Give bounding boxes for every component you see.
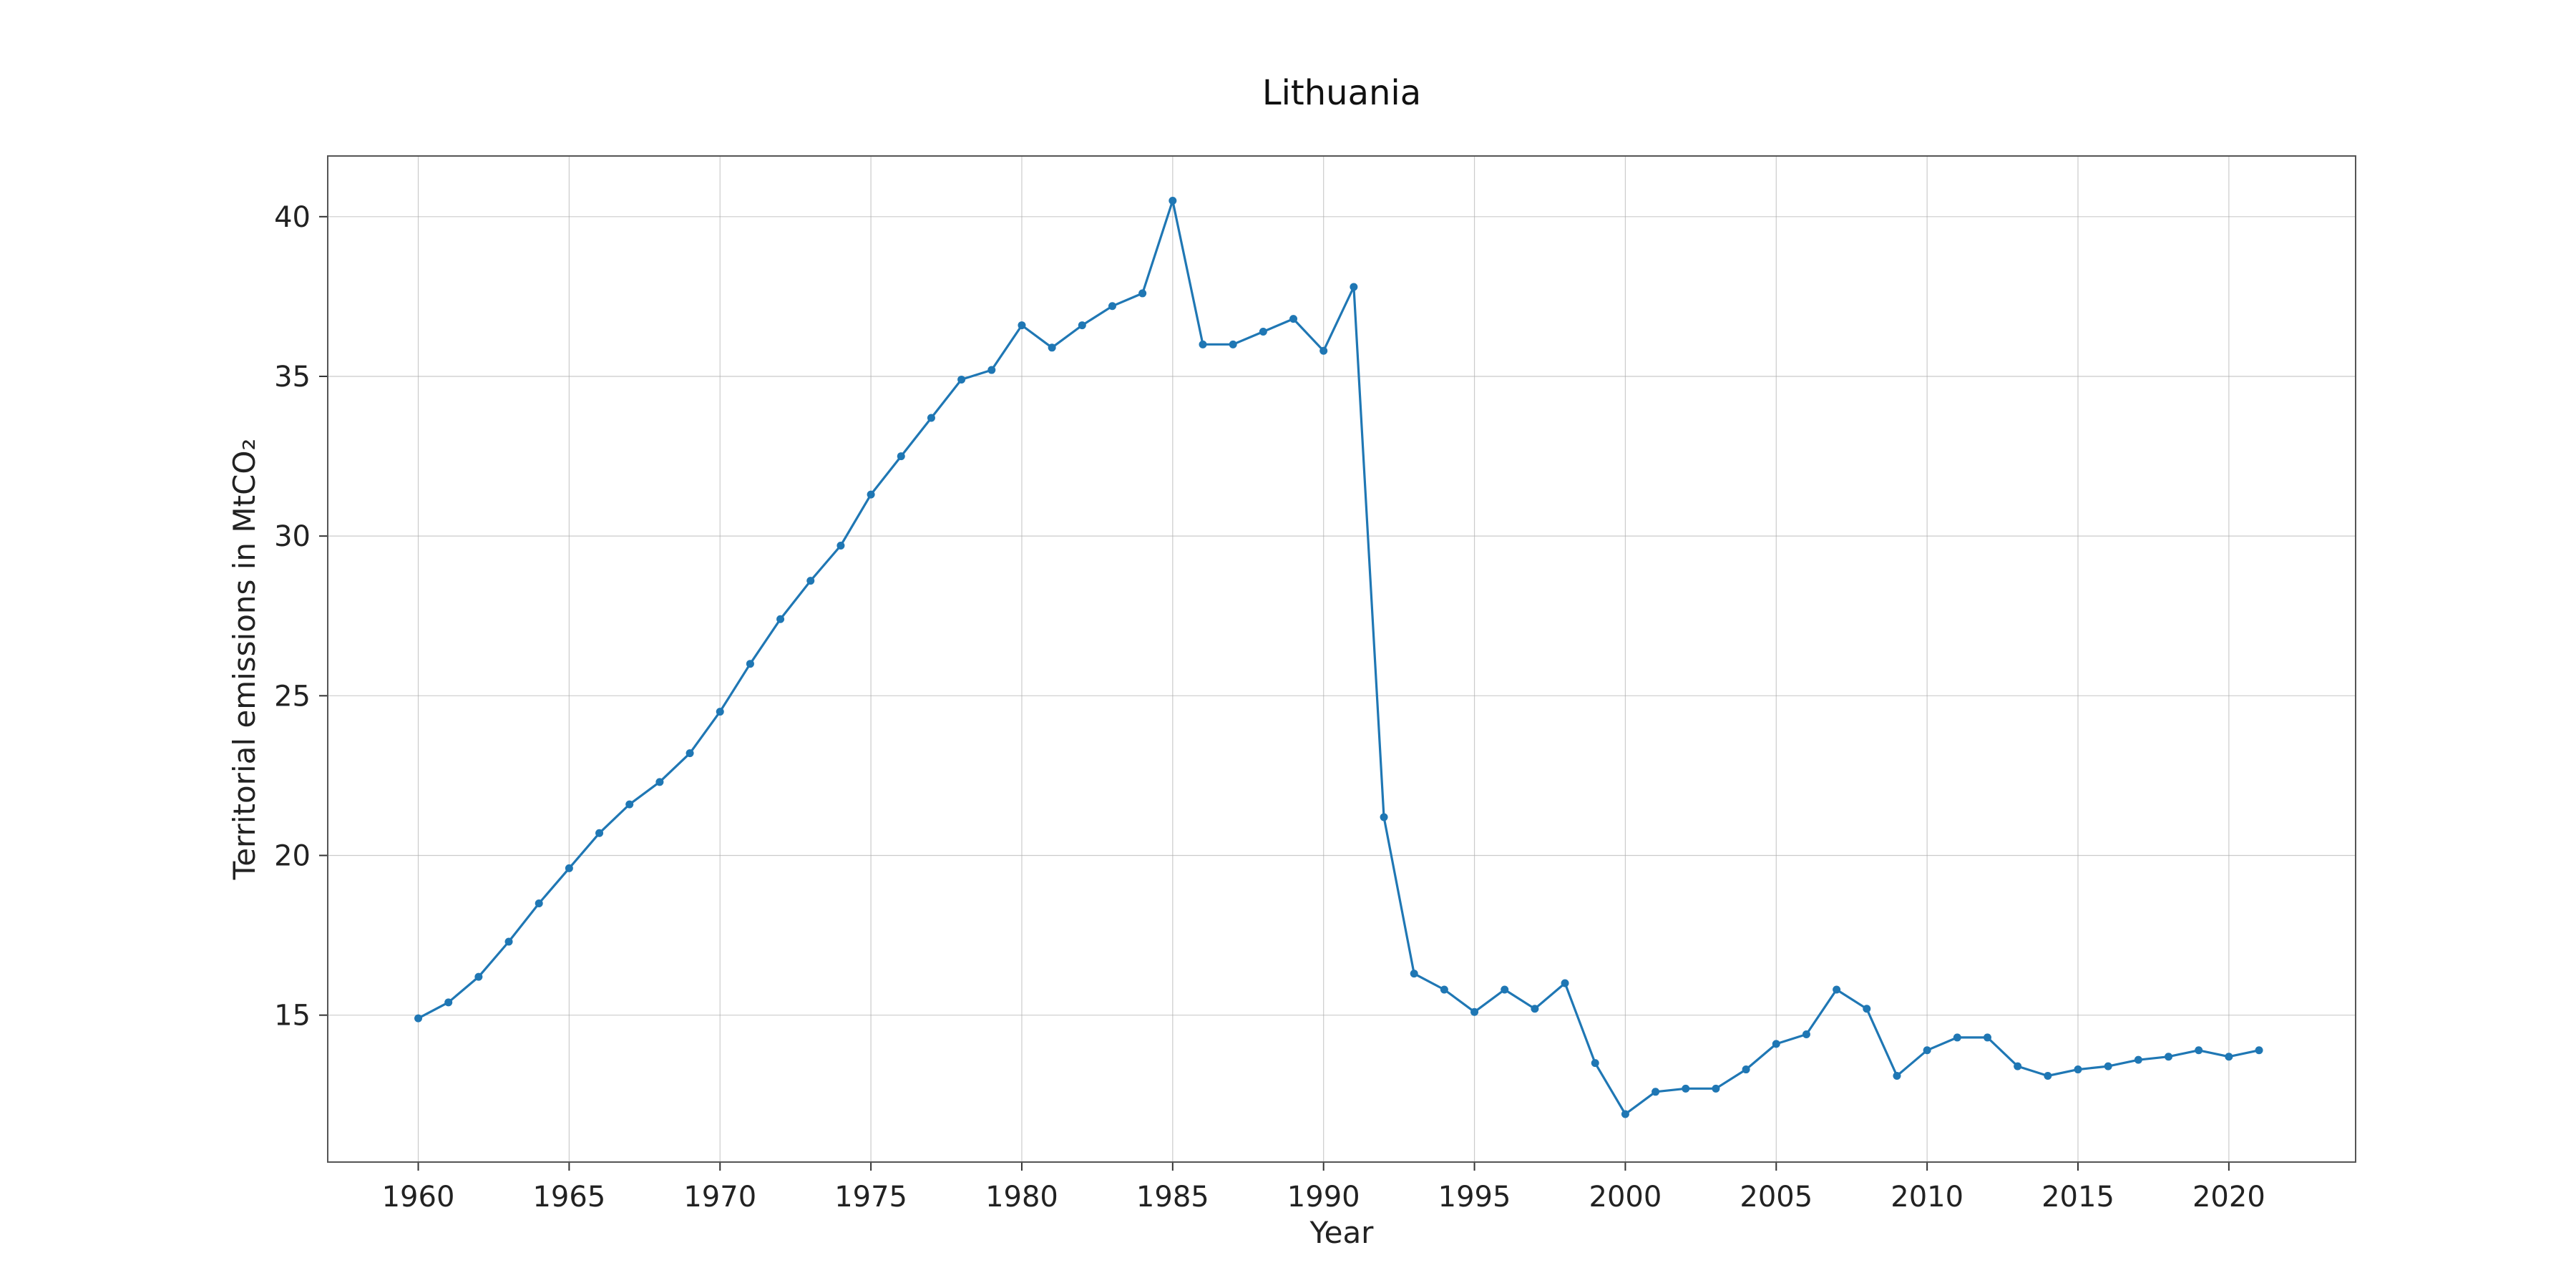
x-axis-label: Year [1309,1215,1375,1250]
x-tick-label: 2010 [1890,1181,1963,1214]
data-point [474,972,483,981]
data-point [1712,1084,1720,1093]
x-tick-label: 1965 [532,1181,605,1214]
data-point [1923,1046,1931,1055]
data-point [2014,1062,2022,1070]
data-point [1621,1110,1629,1118]
data-point [1440,985,1448,994]
data-point [414,1014,423,1023]
data-point [836,542,845,550]
data-point [1259,327,1267,336]
x-tick-label: 1970 [683,1181,756,1214]
data-point [1802,1030,1810,1038]
y-axis-label: Territorial emissions in MtCO₂ [227,439,262,881]
data-point [565,864,573,872]
data-point [1410,970,1418,978]
data-point [535,899,543,907]
data-point [1983,1033,1991,1042]
x-tick-label: 2020 [2192,1181,2265,1214]
data-point [2104,1062,2112,1070]
data-point [2044,1071,2052,1080]
data-point [716,708,724,716]
axis-ticks: 1960 1965 1970 1975 1980 1985 1990 1995 2000 2005… [274,201,2265,1214]
data-point [1772,1040,1780,1048]
x-tick-label: 1980 [985,1181,1058,1214]
data-point [1048,343,1056,352]
data-point [987,366,996,374]
data-point [1652,1088,1660,1096]
plot-frame [327,155,2356,1163]
x-tick-label: 1985 [1136,1181,1209,1214]
y-tick-label: 20 [274,840,311,873]
data-point [1108,302,1116,311]
data-point [1169,196,1177,205]
data-point [2074,1065,2082,1074]
data-point [1289,315,1298,323]
data-point [1350,283,1358,291]
data-point [2255,1046,2263,1055]
x-tick-label: 2005 [1740,1181,1813,1214]
data-point [1531,1005,1539,1013]
data-point [1138,289,1147,298]
data-point [625,800,634,809]
y-tick-label: 35 [274,361,311,394]
data-point [806,577,815,585]
data-point [1591,1059,1599,1068]
data-point [504,937,513,946]
x-tick-label: 1995 [1438,1181,1511,1214]
data-point [1561,979,1569,987]
x-tick-label: 1990 [1287,1181,1360,1214]
data-point [655,778,664,786]
y-tick-label: 40 [274,201,311,234]
data-point [1863,1005,1871,1013]
data-point [1953,1033,1961,1042]
data-point [927,414,935,422]
y-tick-label: 30 [274,520,311,553]
data-point [444,998,453,1007]
grid-lines [328,156,2356,1162]
data-point [686,749,694,758]
data-point [1470,1008,1479,1016]
data-point [1229,340,1237,348]
data-point [1833,985,1841,994]
data-point [1682,1084,1690,1093]
series-line [417,199,2260,1116]
y-tick-label: 15 [274,1000,311,1033]
x-tick-label: 2015 [2041,1181,2114,1214]
data-point [2134,1055,2142,1064]
data-point [1078,321,1086,330]
data-point [2195,1046,2203,1055]
data-point [2225,1053,2233,1061]
data-point [2165,1053,2173,1061]
series-layer [414,196,2263,1118]
data-point [1319,346,1328,355]
data-point [776,615,785,623]
data-point [867,490,875,499]
data-point [1501,985,1509,994]
data-point [1742,1065,1750,1074]
x-tick-label: 1975 [834,1181,907,1214]
data-point [1199,340,1207,348]
data-point [746,660,754,668]
y-tick-label: 25 [274,680,311,713]
data-point [957,375,966,384]
data-point [595,829,604,837]
x-tick-label: 2000 [1589,1181,1662,1214]
x-tick-label: 1960 [382,1181,455,1214]
data-point [897,452,905,461]
data-point [1380,813,1388,821]
data-point [1018,321,1026,330]
chart-title: Lithuania [1262,73,1421,113]
data-point [1893,1071,1901,1080]
